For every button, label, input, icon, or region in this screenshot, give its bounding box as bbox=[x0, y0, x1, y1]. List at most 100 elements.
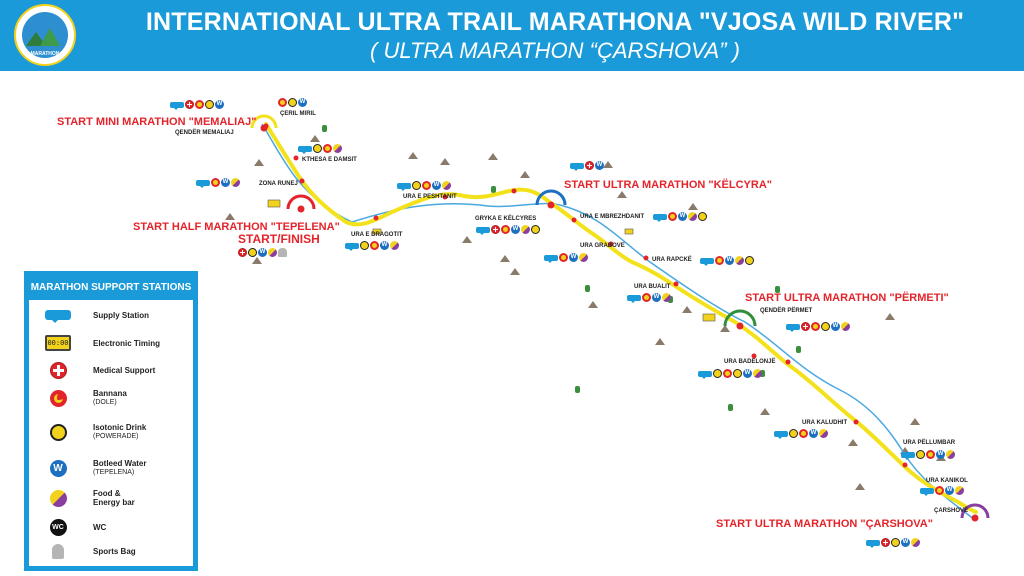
place-carshove: ÇARSHOVË bbox=[934, 508, 969, 514]
station-icons-kanikol: W bbox=[920, 486, 964, 496]
water-icon: W bbox=[595, 161, 604, 170]
food-icon bbox=[735, 256, 744, 265]
isotonic-icon bbox=[789, 429, 798, 438]
station-icons-permet: W bbox=[786, 322, 850, 332]
station-icons-gryka: W bbox=[476, 225, 540, 235]
legend-bag-label: Sports Bag bbox=[93, 547, 136, 556]
supply-icon bbox=[170, 101, 184, 110]
legend-title: MARATHON SUPPORT STATIONS bbox=[29, 276, 193, 300]
water-icon: W bbox=[569, 253, 578, 262]
food-icon bbox=[268, 248, 277, 257]
water-icon: W bbox=[511, 225, 520, 234]
food-icon bbox=[688, 212, 697, 221]
legend-food-label2: Energy bar bbox=[93, 498, 135, 507]
station-icons-tepelena: W bbox=[238, 248, 287, 257]
food-icon bbox=[955, 486, 964, 495]
food-energy-bar-icon bbox=[49, 489, 67, 507]
supply-icon bbox=[298, 145, 312, 154]
medical-icon bbox=[881, 538, 890, 547]
place-ura-pellumbar: URA PËLLUMBAR bbox=[903, 440, 956, 446]
food-icon bbox=[390, 241, 399, 250]
supply-icon bbox=[920, 487, 934, 496]
banana-icon bbox=[278, 98, 287, 107]
place-ura-peshtanit: URA E PESHTANIT bbox=[403, 194, 457, 200]
food-icon bbox=[753, 369, 762, 378]
supply-icon bbox=[397, 182, 411, 191]
water-icon: W bbox=[936, 450, 945, 459]
legend-wc-label: WC bbox=[93, 523, 107, 532]
supply-icon bbox=[476, 226, 490, 235]
isotonic-icon bbox=[360, 241, 369, 250]
legend-row-bag: Sports Bag bbox=[45, 544, 136, 559]
isotonic-icon bbox=[733, 369, 742, 378]
banana-icon bbox=[501, 225, 510, 234]
legend-row-food: Food & Energy bar bbox=[45, 489, 135, 507]
route-line bbox=[264, 122, 978, 514]
water-icon: W bbox=[809, 429, 818, 438]
isotonic-icon bbox=[205, 100, 214, 109]
start-arches bbox=[250, 114, 990, 519]
legend-timing-label: Electronic Timing bbox=[93, 338, 160, 348]
supply-icon bbox=[196, 179, 210, 188]
route-map bbox=[225, 114, 990, 522]
medical-icon bbox=[491, 225, 500, 234]
water-icon: W bbox=[258, 248, 267, 257]
legend-supply-label: Supply Station bbox=[93, 310, 149, 320]
supply-icon bbox=[544, 254, 558, 263]
legend-row-isotonic: Isotonic Drink (POWERADE) bbox=[45, 423, 146, 441]
legend-medical-label: Medical Support bbox=[93, 366, 156, 375]
legend-food-label: Food & bbox=[93, 489, 121, 498]
marathon-logo: MARATHON bbox=[14, 4, 76, 66]
banana-icon bbox=[642, 293, 651, 302]
medical-icon bbox=[585, 161, 594, 170]
banana-icon bbox=[422, 181, 431, 190]
food-icon bbox=[911, 538, 920, 547]
supply-icon bbox=[700, 257, 714, 266]
station-icons-grabove: W bbox=[544, 253, 588, 263]
place-ura-dragotit: URA E DRAGOTIT bbox=[351, 232, 403, 238]
water-icon: W bbox=[221, 178, 230, 187]
station-icons-kthesa bbox=[298, 144, 342, 154]
legend-water-sub: (TEPELENA) bbox=[93, 469, 135, 476]
isotonic-icon bbox=[916, 450, 925, 459]
supply-icon bbox=[786, 323, 800, 332]
legend-row-wc: WC WC bbox=[45, 519, 106, 536]
banana-icon bbox=[211, 178, 220, 187]
water-icon: W bbox=[743, 369, 752, 378]
isotonic-icon bbox=[698, 212, 707, 221]
supply-icon bbox=[901, 451, 915, 460]
supply-icon bbox=[627, 294, 641, 303]
place-ura-badelonje: URA BADELONJË bbox=[724, 359, 776, 365]
legend-row-supply: Supply Station bbox=[45, 310, 149, 323]
start-half-marathon-label: START HALF MARATHON "TEPELENA" bbox=[133, 221, 340, 233]
supply-icon bbox=[570, 162, 584, 171]
place-ceril-miril: ÇERIL MIRIL bbox=[280, 111, 316, 117]
medical-support-icon bbox=[49, 362, 67, 379]
food-icon bbox=[946, 450, 955, 459]
food-icon bbox=[442, 181, 451, 190]
place-ura-grabove: URA GRABOVE bbox=[580, 243, 625, 249]
banana-icon bbox=[935, 486, 944, 495]
water-icon: W bbox=[298, 98, 307, 107]
isotonic-icon bbox=[531, 225, 540, 234]
banana-icon bbox=[195, 100, 204, 109]
banana-icon bbox=[668, 212, 677, 221]
station-icons-ceril: W bbox=[278, 98, 307, 107]
place-gryka-kelcyres: GRYKA E KËLCYRES bbox=[475, 216, 537, 222]
isotonic-drink-icon bbox=[49, 423, 67, 441]
banana-icon bbox=[926, 450, 935, 459]
station-icons-carshova: W bbox=[866, 538, 920, 548]
mountain-icons bbox=[225, 135, 946, 490]
place-ura-mbrezhdanit: URA E MBREZHDANIT bbox=[580, 214, 645, 220]
start-carshova-label: START ULTRA MARATHON "ÇARSHOVA" bbox=[716, 518, 933, 530]
station-icons-memaliaj: W bbox=[170, 100, 224, 110]
bottled-water-icon: W bbox=[49, 459, 67, 477]
station-icons-rapcke: W bbox=[700, 256, 754, 266]
supply-icon bbox=[345, 242, 359, 251]
water-icon: W bbox=[678, 212, 687, 221]
isotonic-icon bbox=[891, 538, 900, 547]
medical-icon bbox=[801, 322, 810, 331]
station-icons-runej: W bbox=[196, 178, 240, 188]
water-icon: W bbox=[831, 322, 840, 331]
medical-icon bbox=[238, 248, 247, 257]
